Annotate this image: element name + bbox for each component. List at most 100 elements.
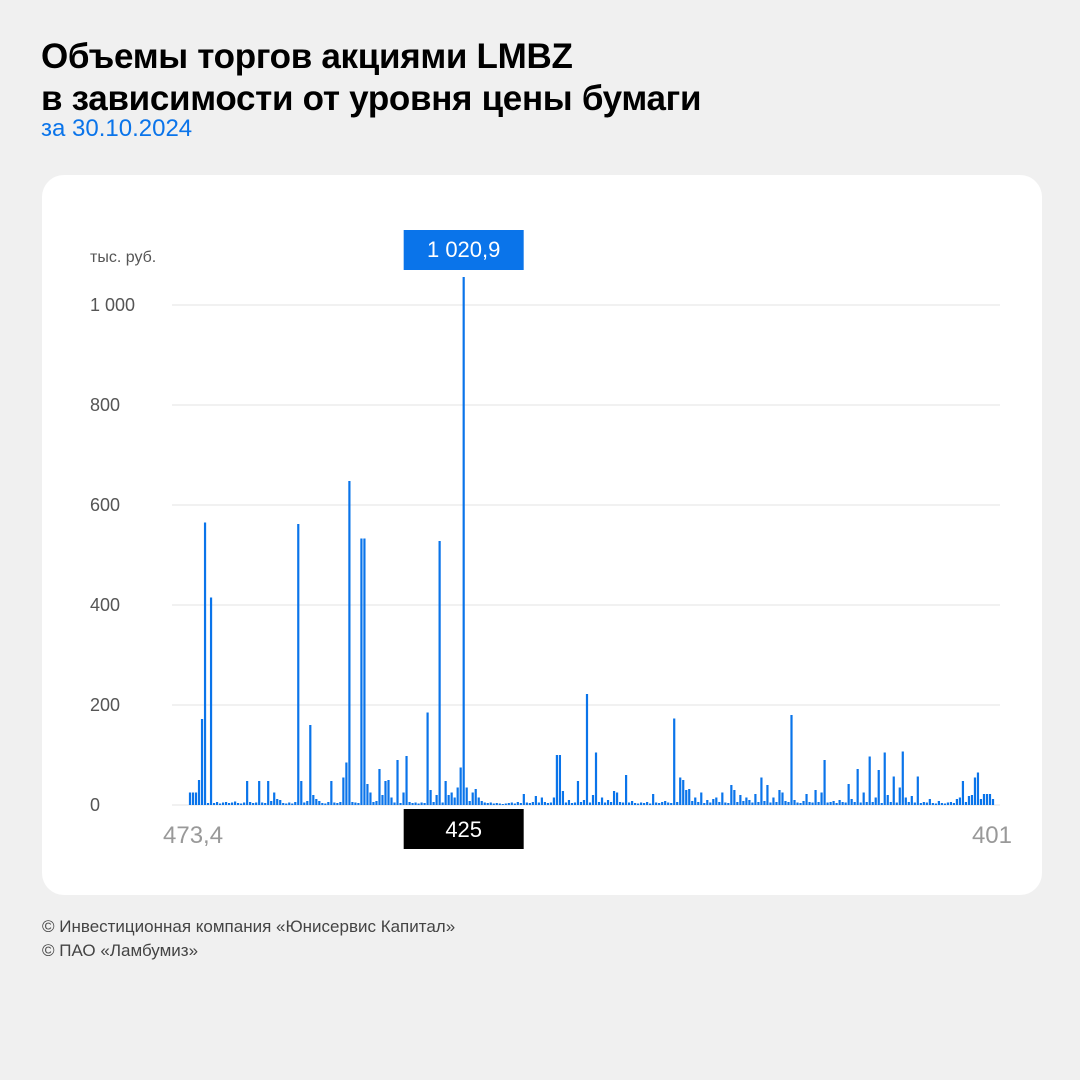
bar — [465, 787, 468, 805]
bar — [919, 803, 922, 805]
bar — [468, 801, 471, 805]
bar — [231, 802, 234, 805]
bar — [444, 781, 447, 805]
bar — [519, 803, 522, 805]
bar — [609, 802, 613, 805]
x-axis-start-label: 473,4 — [163, 822, 223, 849]
bar — [991, 799, 995, 805]
bar — [769, 802, 772, 805]
bar — [862, 792, 865, 805]
bar — [570, 803, 574, 805]
max-value-callout: 1 020,9 — [403, 230, 524, 270]
bar — [673, 718, 676, 805]
bar — [958, 797, 962, 805]
bar — [871, 802, 874, 805]
bar — [865, 802, 868, 805]
bar — [886, 795, 889, 805]
bar — [979, 799, 983, 805]
max-value-label: 1 020,9 — [427, 237, 500, 262]
bar — [402, 792, 405, 805]
bar — [321, 803, 324, 805]
bar — [246, 781, 249, 805]
bar — [270, 801, 273, 805]
footer-credits: © Инвестиционная компания «Юнисервис Кап… — [42, 915, 455, 963]
bar — [555, 755, 559, 805]
bar — [276, 799, 279, 805]
bar — [781, 792, 784, 805]
bar — [856, 769, 859, 805]
bar — [549, 802, 552, 805]
bar — [218, 803, 222, 805]
bar — [724, 802, 727, 805]
bar — [925, 802, 928, 805]
bar — [721, 792, 724, 805]
bar — [582, 800, 586, 805]
bar — [480, 801, 483, 805]
y-tick-label: 600 — [90, 495, 120, 515]
bar — [892, 776, 895, 805]
bar — [489, 802, 492, 805]
bar — [603, 802, 607, 805]
y-tick-label: 1 000 — [90, 295, 135, 315]
bar — [706, 800, 709, 805]
bar — [495, 803, 498, 805]
bar — [811, 802, 814, 805]
bar — [291, 803, 294, 805]
bar — [297, 524, 300, 805]
bar — [450, 792, 453, 805]
bar — [378, 769, 381, 805]
title-line-1: Объемы торгов акциями LMBZ — [41, 37, 573, 76]
y-axis-unit-label: тыс. руб. — [90, 249, 156, 266]
chart-title: Объемы торгов акциями LMBZ в зависимости… — [41, 36, 701, 120]
bar — [330, 781, 333, 805]
chart-card: 0 200 400 600 800 1 000 тыс. руб. 1 020,9 425… — [42, 175, 1042, 895]
gridlines — [172, 304, 1000, 806]
bar — [336, 803, 339, 805]
bar — [985, 794, 989, 805]
bar — [621, 802, 625, 805]
bar — [814, 790, 817, 805]
bar — [558, 755, 562, 805]
bar — [249, 802, 252, 805]
bar — [507, 803, 510, 805]
bar — [802, 801, 805, 805]
bar — [288, 802, 291, 805]
bar — [895, 802, 898, 805]
bar — [522, 794, 525, 805]
bar — [772, 797, 775, 805]
max-price-callout: 425 — [403, 809, 524, 849]
bar — [516, 802, 519, 805]
bar — [712, 799, 715, 805]
bar — [333, 802, 336, 805]
bar — [405, 756, 408, 805]
bar — [934, 803, 937, 805]
bar — [606, 800, 610, 805]
bar — [525, 802, 528, 805]
bar — [850, 799, 853, 805]
bar — [264, 803, 267, 805]
bar — [393, 802, 396, 805]
bar — [345, 762, 348, 805]
bar — [215, 802, 219, 805]
bar — [949, 802, 952, 805]
bar — [510, 802, 513, 805]
bar — [273, 792, 276, 805]
bar — [228, 803, 231, 805]
bar — [643, 803, 646, 805]
bar — [561, 791, 565, 805]
bar — [901, 751, 904, 805]
bar — [576, 781, 580, 805]
bar — [588, 802, 592, 805]
bar — [243, 802, 246, 805]
bar — [790, 715, 793, 805]
bar — [847, 784, 850, 805]
bar — [224, 802, 228, 805]
bar — [913, 802, 916, 805]
y-tick-label: 200 — [90, 695, 120, 715]
bar — [964, 802, 968, 805]
bar — [682, 780, 685, 805]
bar — [874, 797, 877, 805]
bar — [339, 802, 342, 805]
bar — [441, 802, 444, 805]
bar — [973, 777, 977, 805]
